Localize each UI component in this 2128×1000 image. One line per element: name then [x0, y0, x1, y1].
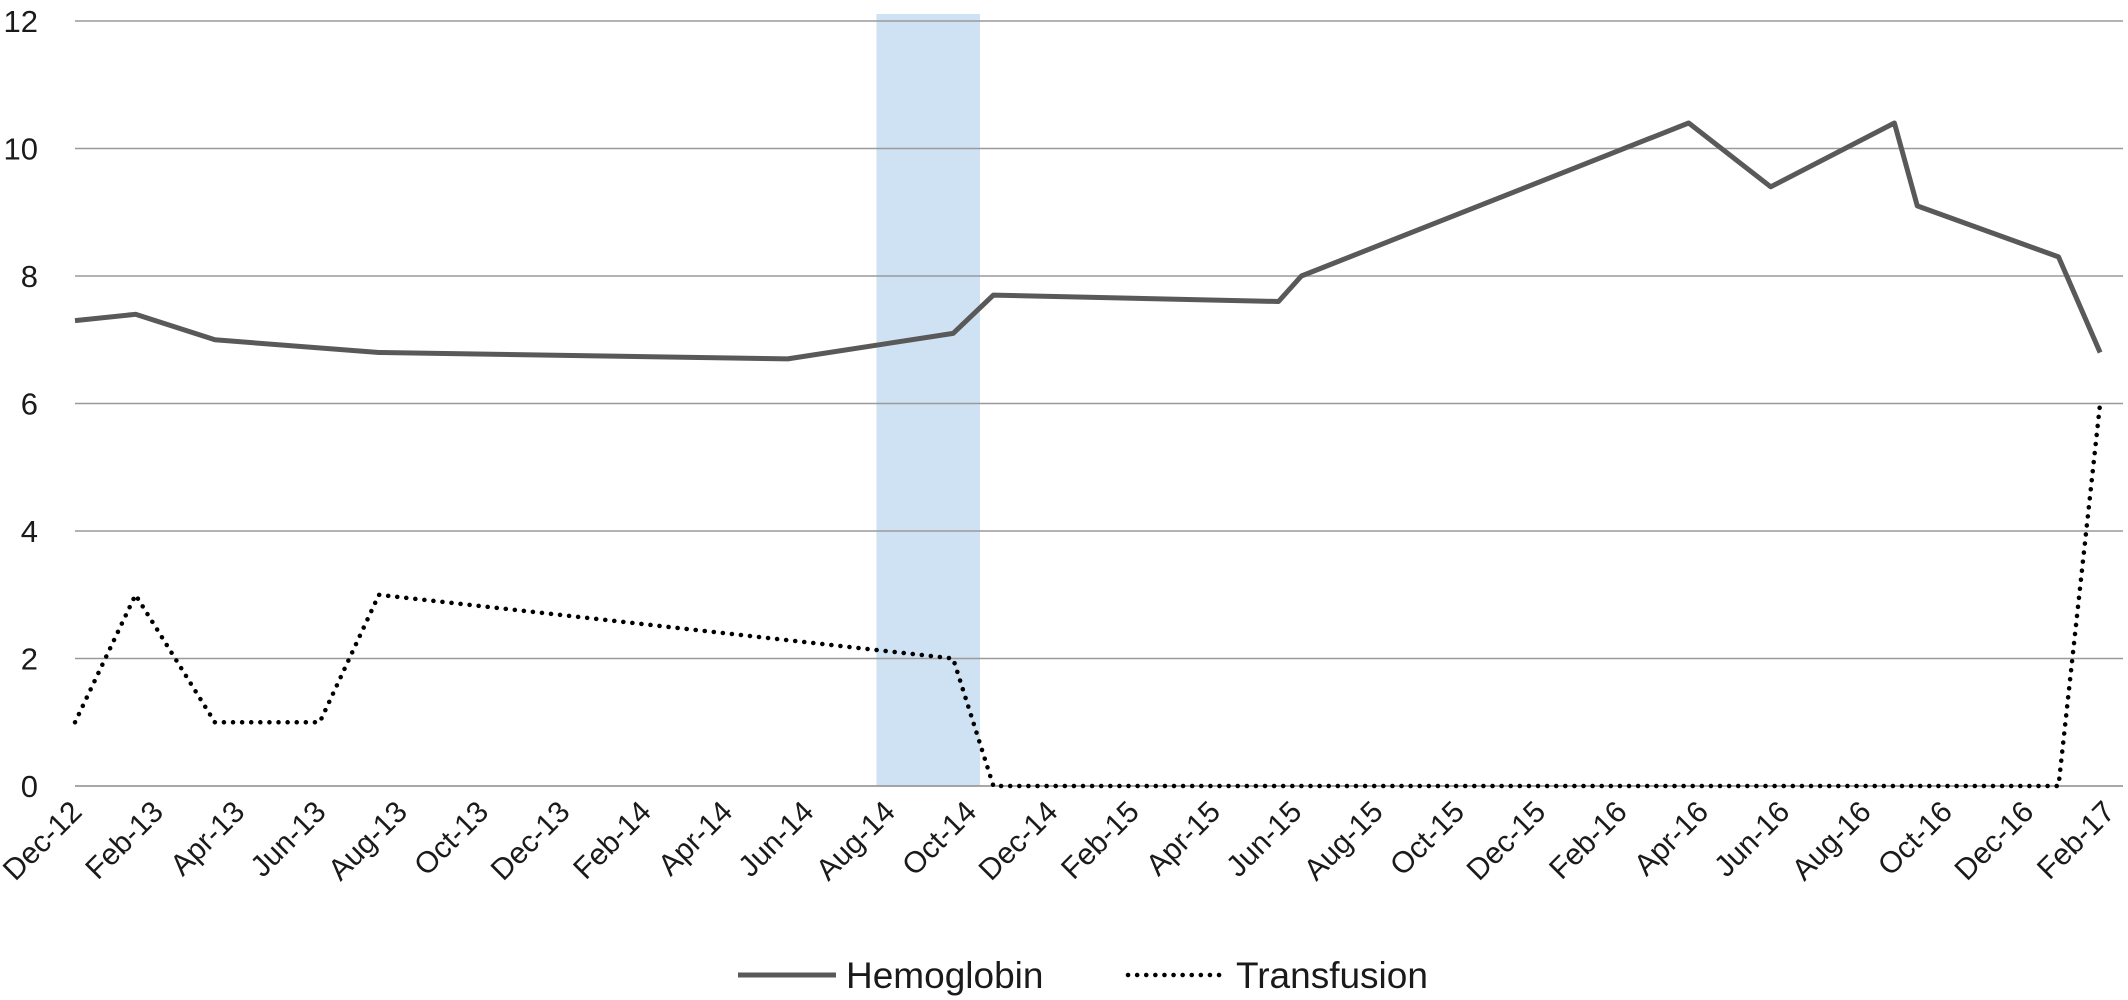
- x-tick: Jun-15: [1220, 795, 1308, 883]
- x-tick: Dec-15: [1461, 795, 1553, 887]
- x-tick: Aug-16: [1786, 795, 1878, 887]
- x-tick: Jun-14: [732, 795, 820, 883]
- x-tick: Apr-15: [1140, 795, 1227, 882]
- x-tick: Dec-12: [0, 795, 89, 887]
- y-tick-label: 2: [21, 642, 38, 677]
- x-tick-label: Apr-13: [164, 795, 251, 882]
- x-tick: Aug-13: [322, 795, 414, 887]
- x-tick-label: Dec-14: [973, 795, 1065, 887]
- x-tick-label: Apr-16: [1628, 795, 1715, 882]
- x-tick-label: Dec-16: [1949, 795, 2041, 887]
- x-tick: Aug-15: [1298, 795, 1390, 887]
- x-tick-label: Apr-14: [652, 795, 739, 882]
- x-tick-label: Oct-16: [1872, 795, 1959, 882]
- x-tick: Oct-15: [1384, 795, 1471, 882]
- x-tick: Jun-16: [1708, 795, 1796, 883]
- y-tick-label: 0: [21, 769, 38, 804]
- x-tick-label: Jun-15: [1220, 795, 1308, 883]
- x-tick: Dec-16: [1949, 795, 2041, 887]
- x-tick-label: Aug-14: [810, 795, 902, 887]
- x-tick-label: Feb-14: [567, 795, 658, 886]
- y-tick-label: 8: [21, 259, 38, 294]
- x-tick-label: Aug-15: [1298, 795, 1390, 887]
- x-tick-label: Dec-13: [485, 795, 577, 887]
- x-tick: Feb-15: [1055, 795, 1146, 886]
- series-line-transfusion: [72, 401, 2103, 789]
- x-tick-label: Feb-13: [79, 795, 170, 886]
- x-tick: Feb-13: [79, 795, 170, 886]
- series-line-hemoglobin: [74, 120, 2103, 362]
- x-tick: Apr-13: [164, 795, 251, 882]
- x-tick: Oct-16: [1872, 795, 1959, 882]
- x-tick: Feb-17: [2031, 795, 2122, 886]
- x-tick-label: Oct-13: [408, 795, 495, 882]
- legend-label-transfusion: Transfusion: [1236, 955, 1428, 996]
- y-tick-label: 10: [4, 132, 38, 167]
- x-tick: Oct-13: [408, 795, 495, 882]
- y-tick-label: 4: [21, 514, 38, 549]
- x-tick-label: Feb-17: [2031, 795, 2122, 886]
- x-tick-label: Oct-14: [896, 795, 983, 882]
- x-tick: Apr-14: [652, 795, 739, 882]
- x-tick-label: Feb-16: [1543, 795, 1634, 886]
- x-tick-label: Dec-12: [0, 795, 89, 887]
- x-tick: Apr-16: [1628, 795, 1715, 882]
- x-tick-label: Aug-16: [1786, 795, 1878, 887]
- shaded-period-band: [876, 14, 980, 786]
- x-tick-label: Oct-15: [1384, 795, 1471, 882]
- x-tick: Feb-14: [567, 795, 658, 886]
- x-tick: Aug-14: [810, 795, 902, 887]
- x-tick: Oct-14: [896, 795, 983, 882]
- x-tick-label: Feb-15: [1055, 795, 1146, 886]
- x-tick: Jun-13: [244, 795, 332, 883]
- y-tick-label: 12: [4, 4, 38, 39]
- x-tick-label: Jun-16: [1708, 795, 1796, 883]
- legend-label-hemoglobin: Hemoglobin: [846, 955, 1043, 996]
- x-tick: Feb-16: [1543, 795, 1634, 886]
- x-tick: Dec-14: [973, 795, 1065, 887]
- x-tick-label: Aug-13: [322, 795, 414, 887]
- x-tick: Dec-13: [485, 795, 577, 887]
- x-tick-label: Jun-14: [732, 795, 820, 883]
- y-tick-label: 6: [21, 387, 38, 422]
- x-tick-label: Dec-15: [1461, 795, 1553, 887]
- x-tick-label: Apr-15: [1140, 795, 1227, 882]
- x-tick-label: Jun-13: [244, 795, 332, 883]
